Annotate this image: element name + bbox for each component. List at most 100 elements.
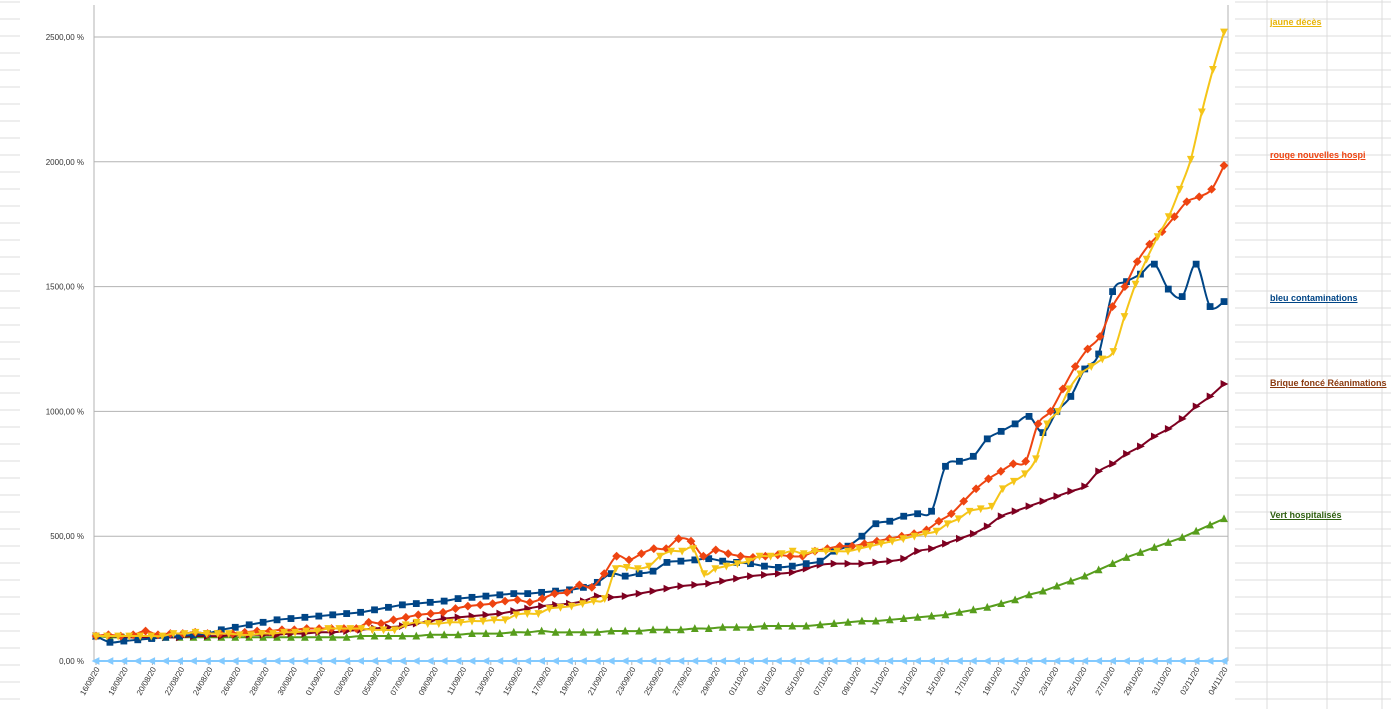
data-point: [900, 512, 908, 520]
series-line: [96, 31, 1225, 638]
data-point: [301, 613, 309, 621]
data-point: [509, 627, 518, 636]
data-point: [649, 567, 657, 575]
data-point: [1108, 657, 1116, 665]
data-point: [342, 657, 351, 665]
data-point: [927, 611, 936, 620]
data-point: [1011, 420, 1019, 428]
data-point: [370, 631, 379, 640]
data-point: [509, 657, 518, 665]
data-point: [272, 657, 281, 665]
data-point: [746, 622, 755, 631]
y-tick-label: 500,00 %: [50, 532, 84, 541]
data-point: [158, 632, 167, 641]
data-point: [1094, 657, 1103, 665]
data-point: [1206, 520, 1214, 529]
data-point: [736, 551, 745, 561]
data-point: [886, 517, 894, 525]
data-point: [802, 560, 810, 568]
data-point: [663, 584, 672, 593]
data-point: [119, 657, 128, 665]
data-point: [899, 614, 908, 622]
data-point: [1178, 533, 1187, 541]
data-point: [971, 484, 981, 494]
data-point: [821, 547, 830, 556]
data-point: [877, 540, 886, 549]
data-point: [1033, 419, 1043, 429]
data-point: [844, 547, 852, 556]
data-point: [580, 583, 587, 591]
data-point: [523, 657, 532, 665]
data-point: [579, 627, 588, 636]
data-point: [120, 637, 128, 645]
data-point: [910, 532, 919, 541]
data-point: [761, 562, 768, 570]
data-point: [371, 606, 378, 614]
data-point: [389, 615, 398, 625]
data-point: [733, 560, 742, 569]
x-tick-label: 09/10/20: [840, 665, 864, 697]
data-point: [1207, 184, 1217, 194]
data-point: [788, 547, 797, 556]
data-point: [525, 597, 535, 607]
data-point: [314, 657, 323, 665]
data-point: [711, 565, 720, 574]
x-tick-label: 07/09/20: [389, 665, 413, 697]
data-point: [788, 568, 797, 577]
data-point: [858, 616, 866, 625]
data-point: [169, 630, 178, 638]
data-point: [1206, 392, 1215, 401]
data-point: [1024, 657, 1033, 665]
data-point: [216, 657, 225, 665]
data-point: [500, 596, 510, 606]
x-tick-label: 05/09/20: [360, 665, 384, 697]
data-point: [451, 604, 460, 613]
data-point: [969, 452, 977, 460]
data-point: [1219, 657, 1228, 665]
data-point: [575, 580, 584, 590]
data-point: [1220, 514, 1228, 523]
data-point: [1095, 350, 1103, 358]
data-point: [1149, 657, 1158, 665]
data-point: [357, 625, 366, 633]
data-point: [385, 603, 392, 611]
data-point: [203, 657, 211, 665]
data-point: [606, 657, 615, 665]
data-point: [426, 609, 436, 618]
data-point: [1025, 502, 1034, 511]
data-point: [510, 590, 518, 598]
data-point: [858, 532, 866, 540]
x-tick-label: 13/10/20: [896, 665, 920, 697]
data-point: [1038, 657, 1047, 665]
data-point: [235, 631, 244, 640]
data-point: [676, 625, 685, 634]
legend-label-deces: jaune décès: [1270, 17, 1322, 27]
data-point: [467, 657, 476, 665]
data-point: [1067, 393, 1075, 400]
data-point: [700, 570, 709, 579]
data-point: [622, 564, 631, 572]
data-point: [439, 657, 448, 665]
data-point: [136, 632, 145, 641]
data-point: [147, 632, 156, 641]
data-point: [1131, 280, 1140, 289]
data-point: [269, 630, 277, 638]
x-tick-label: 11/09/20: [445, 665, 468, 696]
data-point: [1011, 595, 1020, 604]
data-point: [844, 617, 852, 626]
data-point: [245, 621, 253, 629]
data-point: [475, 600, 485, 610]
data-point: [1109, 348, 1118, 356]
data-point: [1052, 657, 1061, 665]
data-point: [412, 631, 421, 640]
legend-label-reanimations: Brique foncé Réanimations: [1270, 378, 1387, 388]
data-point: [257, 630, 266, 638]
data-point: [1136, 657, 1144, 665]
data-point: [315, 612, 323, 620]
x-tick-label: 17/10/20: [953, 665, 977, 697]
data-point: [510, 607, 519, 615]
data-point: [1080, 657, 1089, 665]
data-point: [941, 657, 949, 665]
data-point: [411, 657, 420, 665]
data-point: [481, 657, 490, 665]
